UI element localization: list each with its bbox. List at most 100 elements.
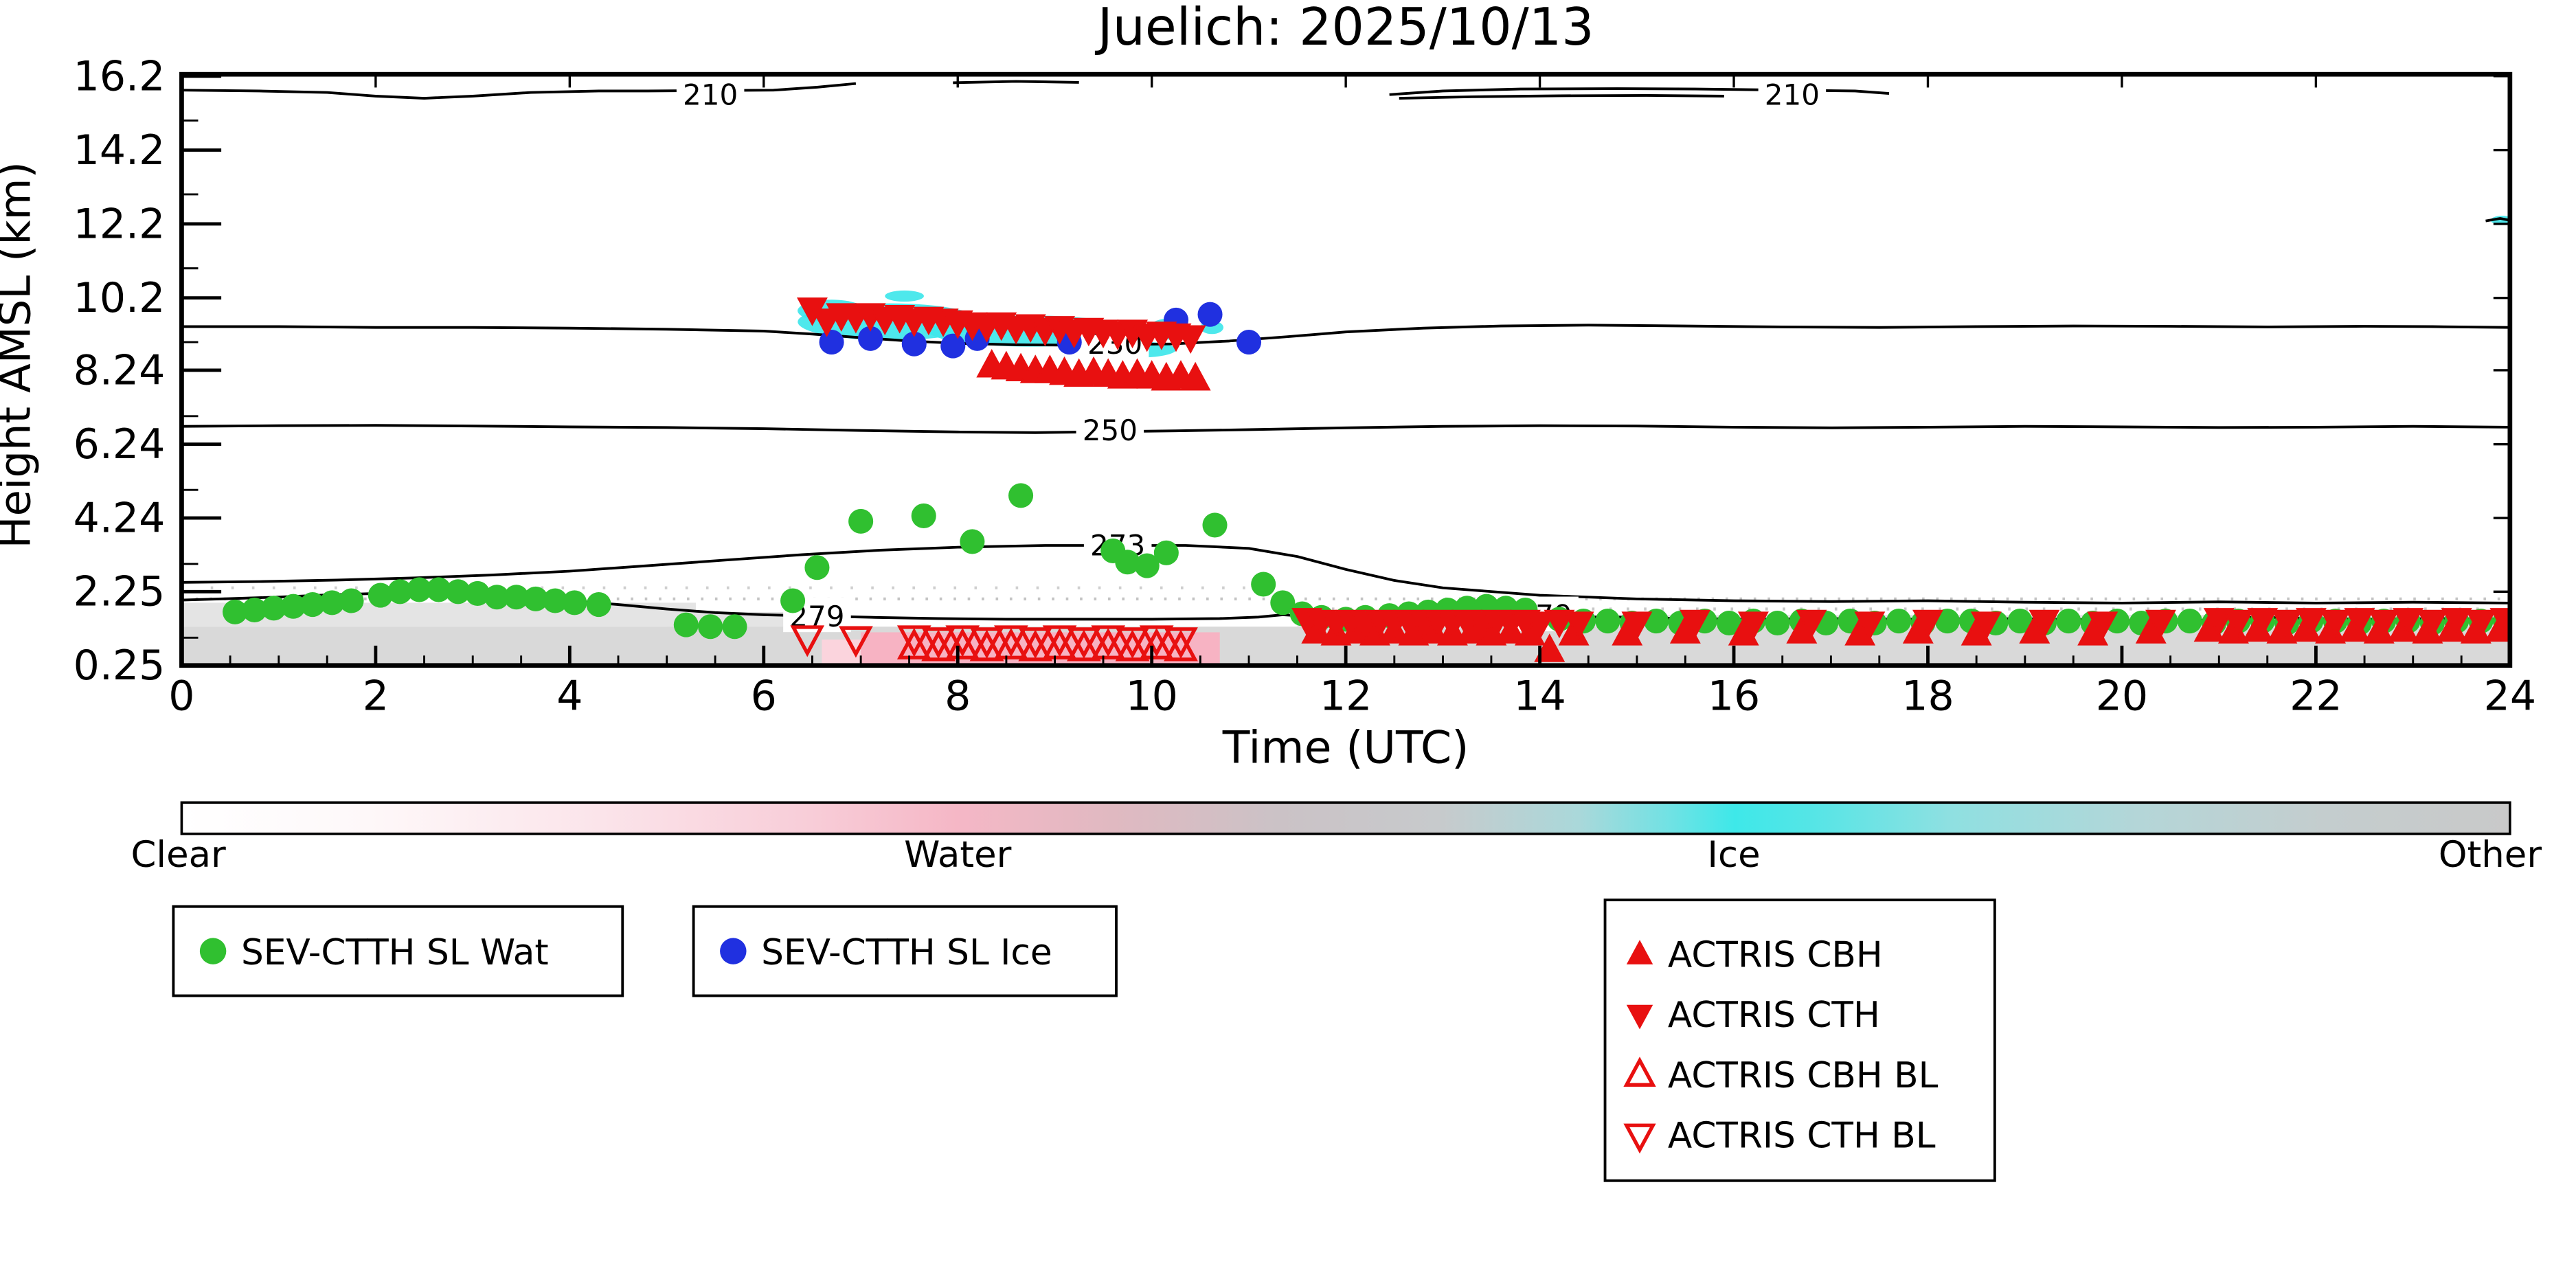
actris-cbh-marker: [1534, 633, 1566, 662]
sev-ctth-sl-wat-marker: [242, 597, 267, 623]
actris-cth-bl-marker: [1139, 625, 1174, 657]
sev-ctth-sl-wat-marker: [1008, 483, 1034, 508]
actris-cth-marker: [1621, 611, 1653, 640]
contour-label-210: 210: [1765, 78, 1820, 111]
x-tick-label: 6: [751, 673, 777, 721]
ice-layer: [885, 290, 924, 302]
actris-cth-bl-marker: [1018, 627, 1053, 659]
x-tick-label: 22: [2290, 673, 2342, 721]
colorbar-label-ice: Ice: [1707, 834, 1760, 876]
actris-cbh-marker: [1179, 361, 1211, 391]
sev-ctth-sl-ice-marker: [1236, 330, 1262, 355]
actris-cth-marker: [1524, 611, 1556, 640]
actris-cth-marker: [1563, 611, 1594, 640]
x-tick-label: 20: [2096, 673, 2148, 721]
actris-cbh-bl-marker: [1042, 627, 1077, 659]
contour-line-250: [181, 424, 2510, 434]
sev-ctth-sl-wat-marker: [960, 529, 985, 554]
sev-ctth-sl-wat-marker: [339, 588, 364, 613]
actris-cbh-bl-marker: [896, 627, 931, 659]
axes-frame: [179, 71, 2513, 668]
legend-label-cth: ACTRIS CTH: [1668, 995, 1880, 1036]
contour-line-210: [953, 80, 1079, 84]
sev-ctth-sl-wat-marker: [1251, 572, 1276, 597]
actris-cth-marker: [2271, 609, 2303, 639]
actris-cth-marker: [2247, 608, 2279, 637]
sev-ctth-sl-wat-marker: [1595, 609, 1620, 634]
sev-ctth-sl-wat-marker: [562, 590, 587, 615]
actris-cth-marker: [2489, 608, 2510, 637]
sev-ctth-sl-wat-marker: [543, 588, 568, 613]
actris-cbh-bl-marker: [1164, 629, 1198, 662]
sev-ctth-sl-wat-marker: [523, 586, 548, 611]
legend-label-cbh: ACTRIS CBH: [1668, 934, 1883, 975]
y-tick-label: 8.24: [74, 346, 166, 394]
sev-ctth-sl-ice-marker: [819, 330, 844, 355]
contour-line-273: [181, 544, 2510, 605]
cth-bl-marker-icon: [1623, 1123, 1656, 1154]
colorbar-gradient: [180, 801, 2511, 835]
actris-cth-marker: [1912, 609, 1943, 639]
sev-ctth-sl-wat-marker: [1934, 609, 1960, 634]
x-tick-label: 24: [2484, 673, 2536, 721]
class-colorbar: Clear Water Ice Other: [131, 801, 2542, 876]
sev-ctth-sl-wat-marker: [368, 583, 393, 608]
colorbar-label-water: Water: [904, 834, 1012, 876]
contour-label-250: 250: [1083, 414, 1138, 447]
x-tick-label: 18: [1901, 673, 1954, 721]
sev-ctth-sl-wat-marker: [722, 614, 747, 640]
temperature-contours: 210210230250273279279: [181, 76, 2510, 633]
actris-cth-marker: [2368, 609, 2399, 639]
contour-line-230: [2485, 217, 2510, 223]
sev-ctth-sl-wat-marker: [261, 596, 286, 621]
y-tick-label: 0.25: [74, 642, 166, 690]
actris-cth-bl-marker: [969, 627, 1004, 659]
sev-ctth-sl-wat-marker: [319, 590, 345, 615]
sev-ctth-sl-wat-marker: [223, 599, 248, 624]
x-tick-label: 14: [1513, 673, 1566, 721]
contour-line-230: [181, 324, 2510, 347]
actris-cth-marker: [1175, 325, 1206, 354]
y-tick-label: 6.24: [74, 420, 166, 468]
sev-ctth-sl-ice-marker: [1197, 302, 1223, 327]
data-markers: [223, 297, 2510, 662]
sev-ctth-sl-wat-marker: [1153, 540, 1179, 565]
actris-cth-bl-marker: [1115, 627, 1150, 659]
y-axis-label: Height AMSL (km): [0, 161, 40, 548]
legend-label-ice: SEV-CTTH SL Ice: [761, 932, 1052, 973]
axis-tick-labels: 0 2 4 6 8 10 12 14 16 18 20 22 240.252.254.246.248.2…: [74, 52, 2536, 720]
sev-ctth-sl-wat-marker: [911, 503, 936, 528]
legend-sev-ctth-ice: SEV-CTTH SL Ice: [692, 905, 1118, 997]
actris-cth-marker: [1796, 609, 1827, 639]
y-tick-label: 12.2: [74, 200, 166, 248]
sev-ctth-sl-wat-marker: [426, 577, 451, 602]
sev-ctth-sl-wat-marker: [387, 579, 413, 605]
x-tick-label: 8: [945, 673, 971, 721]
sev-ctth-sl-wat-marker: [280, 594, 306, 619]
sev-ctth-sl-wat-marker: [848, 508, 874, 534]
x-tick-label: 16: [1708, 673, 1760, 721]
actris-cbh-bl-marker: [1018, 629, 1053, 662]
sev-ctth-sl-ice-marker: [858, 326, 883, 351]
actris-cth-marker: [2441, 608, 2472, 637]
sev-ctth-sl-wat-marker: [445, 579, 471, 605]
sev-ctth-sl-wat-marker: [2177, 609, 2202, 634]
actris-cth-bl-marker: [896, 625, 931, 657]
axis-ticks: [180, 74, 2512, 668]
sev-ctth-sl-ice-marker: [901, 331, 927, 357]
actris-cth-bl-marker: [790, 625, 825, 657]
x-tick-label: 12: [1320, 673, 1372, 721]
x-tick-label: 4: [556, 673, 583, 721]
cbh-marker-icon: [1626, 940, 1653, 964]
actris-cth-bl-marker: [1042, 625, 1077, 657]
sev-ctth-sl-wat-marker: [2056, 609, 2081, 634]
actris-cth-marker: [2029, 609, 2060, 639]
x-tick-label: 0: [168, 673, 194, 721]
actris-cbh-bl-marker: [994, 627, 1028, 659]
actris-cth-marker: [2222, 609, 2254, 639]
legend-actris: ACTRIS CBH ACTRIS CTH ACTRIS CBH BL ACTR…: [1603, 899, 1996, 1182]
legend-label-cbh-bl: ACTRIS CBH BL: [1668, 1055, 1939, 1096]
sev-ctth-sl-wat-marker: [804, 555, 830, 580]
cth-marker-icon: [1626, 1004, 1653, 1030]
